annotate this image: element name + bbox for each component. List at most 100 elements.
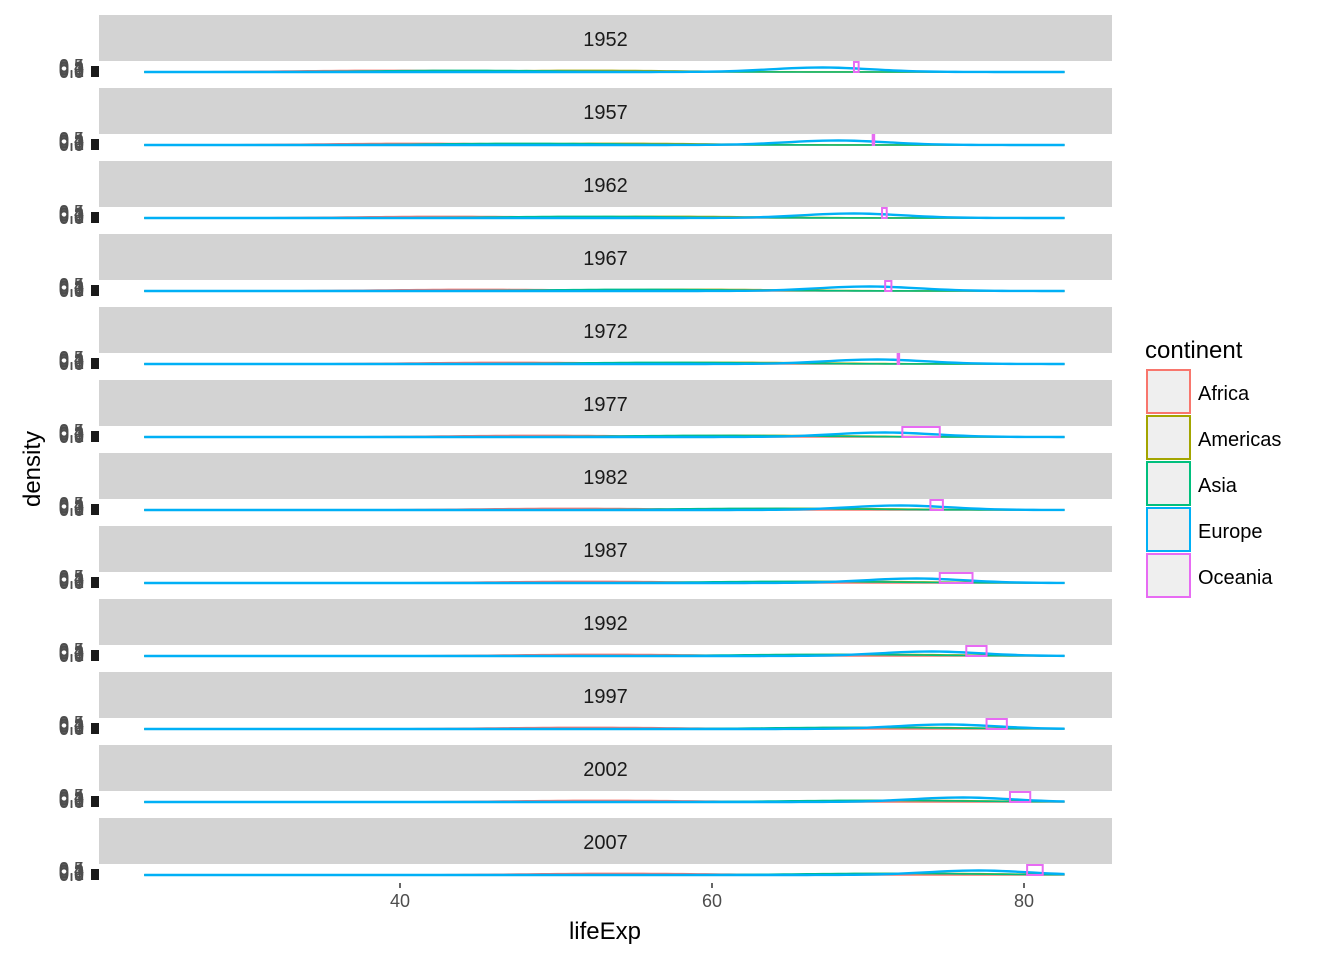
y-tick-label: 0.5 <box>59 786 84 806</box>
y-tick-label: 0.0 <box>59 62 84 82</box>
y-tick-label: 0.2 <box>59 717 84 737</box>
y-tick-label: 0.3 <box>59 204 84 224</box>
legend-item-americas: Americas <box>1146 415 1281 460</box>
density-curve-europe <box>144 285 1065 293</box>
density-curve-europe <box>144 358 1065 366</box>
y-tick-label: 0.5 <box>59 56 84 76</box>
legend-key <box>1146 507 1191 552</box>
density-curve-oceania <box>871 134 876 146</box>
y-tick-label: 0.1 <box>59 426 84 446</box>
density-curve-oceania <box>965 645 988 657</box>
y-tick-label: 0.3 <box>59 788 84 808</box>
y-tick-label: 0.2 <box>59 60 84 80</box>
facet-panel: 1962 0.00.10.20.30.40.5 <box>59 161 1112 228</box>
legend-item-africa: Africa <box>1146 369 1250 414</box>
density-curve-oceania <box>881 207 888 219</box>
facet-panel: 1982 0.00.10.20.30.40.5 <box>59 453 1112 520</box>
x-axis-title: lifeExp <box>569 918 641 945</box>
density-curve-oceania <box>938 572 974 584</box>
y-tick-label: 0.3 <box>59 642 84 662</box>
facet-panel: 1957 0.00.10.20.30.40.5 <box>59 88 1112 155</box>
y-tick-marks <box>91 869 99 880</box>
y-tick-label: 0.4 <box>59 495 84 515</box>
density-curve-europe <box>144 504 1065 512</box>
y-tick-label: 0.4 <box>59 714 84 734</box>
legend-item-oceania: Oceania <box>1146 553 1273 598</box>
legend-item-asia: Asia <box>1146 461 1238 506</box>
facet-strip-label: 1977 <box>583 394 628 416</box>
legend-key <box>1146 415 1191 460</box>
facet-strip-label: 1992 <box>583 613 628 635</box>
y-tick-marks <box>91 139 99 150</box>
facet-strip <box>99 88 1112 134</box>
facet-panel: 1972 0.00.10.20.30.40.5 <box>59 307 1112 374</box>
facet-panel: 2007 0.00.10.20.30.40.5 <box>59 818 1112 885</box>
legend-item-europe: Europe <box>1146 507 1263 552</box>
y-tick-label: 0.2 <box>59 571 84 591</box>
facet-strip-label: 1967 <box>583 248 628 270</box>
density-curve-europe <box>144 577 1065 585</box>
y-tick-label: 0.5 <box>59 202 84 222</box>
y-tick-label: 0.1 <box>59 207 84 227</box>
facet-strip <box>99 818 1112 864</box>
density-curve-oceania <box>852 61 860 73</box>
y-tick-label: 0.3 <box>59 350 84 370</box>
y-tick-marks <box>91 723 99 734</box>
y-tick-label: 0.1 <box>59 572 84 592</box>
y-tick-label: 0.1 <box>59 353 84 373</box>
density-curve-europe <box>144 650 1065 658</box>
legend: continent Africa Americas Asia Europe Oceani… <box>1145 337 1281 598</box>
facet-panel: 1952 0.00.10.20.30.40.5 <box>59 15 1112 82</box>
density-curve-oceania <box>896 353 901 365</box>
y-tick-label: 0.5 <box>59 713 84 733</box>
y-tick-marks <box>91 212 99 223</box>
y-tick-label: 0.5 <box>59 494 84 514</box>
density-curve-europe <box>144 431 1065 439</box>
y-tick-label: 0.5 <box>59 129 84 149</box>
y-tick-label: 0.0 <box>59 281 84 301</box>
y-tick-label: 0.0 <box>59 865 84 885</box>
y-tick-label: 0.2 <box>59 206 84 226</box>
facet-panels: 19520.00.10.20.30.40.519570.00.10.20.30.… <box>59 15 1112 885</box>
density-curve-oceania <box>901 426 941 438</box>
facet-strip <box>99 234 1112 280</box>
y-tick-label: 0.2 <box>59 863 84 883</box>
y-axis-title: density <box>19 431 46 507</box>
y-tick-label: 0.5 <box>59 567 84 587</box>
y-tick-label: 0.1 <box>59 791 84 811</box>
legend-title: continent <box>1145 337 1243 364</box>
density-curve-oceania <box>929 499 944 511</box>
y-tick-label: 0.4 <box>59 422 84 442</box>
y-tick-label: 0.0 <box>59 427 84 447</box>
y-tick-label: 0.1 <box>59 864 84 884</box>
y-tick-label: 0.3 <box>59 496 84 516</box>
y-tick-label: 0.3 <box>59 131 84 151</box>
legend-label: Africa <box>1198 383 1250 405</box>
legend-key <box>1146 369 1191 414</box>
y-tick-marks <box>91 577 99 588</box>
facet-strip-label: 1997 <box>583 686 628 708</box>
y-tick-label: 0.3 <box>59 277 84 297</box>
y-tick-label: 0.1 <box>59 645 84 665</box>
y-tick-marks <box>91 431 99 442</box>
y-tick-label: 0.3 <box>59 58 84 78</box>
facet-panel: 1967 0.00.10.20.30.40.5 <box>59 234 1112 301</box>
y-tick-marks <box>91 66 99 77</box>
y-tick-label: 0.0 <box>59 792 84 812</box>
y-tick-label: 0.2 <box>59 644 84 664</box>
legend-label: Europe <box>1198 521 1263 543</box>
y-tick-label: 0.4 <box>59 130 84 150</box>
facet-strip-label: 1982 <box>583 467 628 489</box>
density-curve-oceania <box>884 280 893 292</box>
y-tick-label: 0.1 <box>59 499 84 519</box>
y-tick-label: 0.3 <box>59 423 84 443</box>
y-tick-label: 0.0 <box>59 208 84 228</box>
facet-strip <box>99 599 1112 645</box>
y-tick-marks <box>91 650 99 661</box>
facet-panel: 1987 0.00.10.20.30.40.5 <box>59 526 1112 593</box>
facet-strip-label: 1957 <box>583 102 628 124</box>
y-tick-label: 0.4 <box>59 276 84 296</box>
density-curve-europe <box>144 212 1065 220</box>
y-tick-label: 0.5 <box>59 348 84 368</box>
